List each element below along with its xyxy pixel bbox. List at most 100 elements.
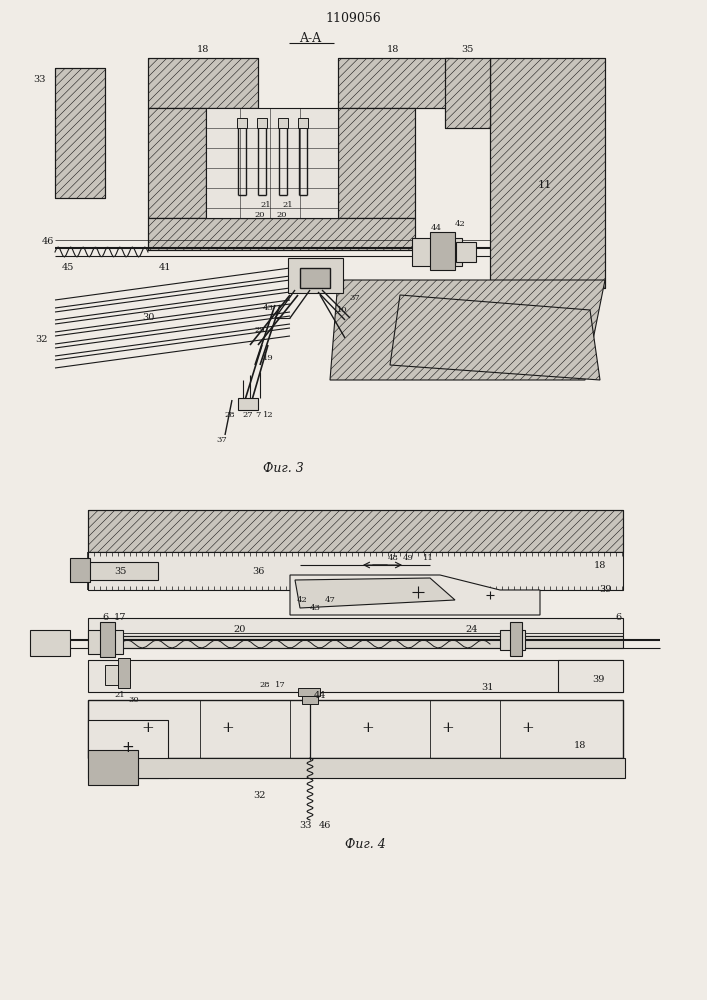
Bar (338, 108, 415, 218)
Text: 33: 33 (34, 76, 46, 85)
Text: 6: 6 (615, 613, 621, 622)
Text: 45: 45 (62, 263, 74, 272)
Bar (500, 630, 525, 650)
Text: Фиг. 3: Фиг. 3 (262, 462, 303, 475)
Bar (238, 398, 258, 410)
Bar (148, 58, 258, 108)
Bar (338, 108, 415, 218)
Bar (30, 630, 70, 656)
Text: 11: 11 (538, 180, 552, 190)
Text: +: + (221, 721, 235, 735)
Polygon shape (295, 578, 455, 608)
Text: 28: 28 (259, 681, 270, 689)
Bar (88, 552, 623, 590)
Polygon shape (290, 575, 540, 615)
Text: 43: 43 (262, 304, 274, 312)
Bar (88, 700, 623, 758)
Text: 42: 42 (455, 220, 465, 228)
Bar (88, 630, 123, 654)
Bar (412, 238, 462, 266)
Circle shape (408, 582, 428, 602)
Text: 18: 18 (594, 560, 606, 570)
Text: 30: 30 (142, 314, 154, 322)
Text: 47: 47 (325, 596, 335, 604)
Bar (55, 68, 105, 198)
Text: 31: 31 (481, 684, 494, 692)
Text: 37: 37 (350, 294, 361, 302)
Text: A-A: A-A (299, 31, 321, 44)
Bar (148, 218, 415, 250)
Bar (88, 510, 623, 552)
Bar (88, 636, 623, 648)
Text: 10: 10 (337, 306, 347, 314)
Bar (55, 68, 105, 198)
Text: 18: 18 (197, 45, 209, 54)
Text: 6: 6 (102, 613, 108, 622)
Bar (338, 58, 453, 108)
Text: 20: 20 (276, 211, 287, 219)
Bar (118, 658, 130, 688)
Bar (445, 58, 490, 128)
Text: 11: 11 (423, 554, 433, 562)
Bar (456, 242, 476, 262)
Text: +: + (442, 721, 455, 735)
Bar (278, 118, 288, 128)
Text: 7: 7 (255, 411, 261, 419)
Text: 44: 44 (431, 224, 441, 232)
Text: 48: 48 (387, 554, 399, 562)
Text: 21: 21 (115, 691, 125, 699)
Text: 28: 28 (225, 411, 235, 419)
Text: +: + (522, 721, 534, 735)
Text: 32: 32 (36, 336, 48, 344)
Bar (302, 696, 318, 704)
Bar (298, 688, 320, 696)
Text: 12: 12 (263, 411, 274, 419)
Text: 29: 29 (255, 326, 265, 334)
Text: 18: 18 (387, 45, 399, 54)
Bar (88, 510, 623, 552)
Bar (430, 232, 455, 270)
Text: 42: 42 (297, 596, 308, 604)
Text: 21: 21 (261, 201, 271, 209)
Bar (206, 108, 338, 218)
Bar (148, 58, 258, 108)
Bar (257, 118, 267, 128)
Text: 18: 18 (574, 740, 586, 750)
Text: 21: 21 (283, 201, 293, 209)
Bar (88, 720, 168, 778)
Text: 17: 17 (114, 613, 127, 622)
Text: 37: 37 (216, 436, 228, 444)
Text: 1109056: 1109056 (325, 11, 381, 24)
Text: 35: 35 (461, 45, 473, 54)
Bar (105, 665, 130, 685)
Bar (237, 118, 247, 128)
Text: 20: 20 (255, 211, 265, 219)
Text: 43: 43 (310, 604, 320, 612)
Bar (288, 258, 343, 293)
Text: 44: 44 (314, 690, 326, 700)
Text: 49: 49 (402, 554, 414, 562)
Bar (298, 118, 308, 128)
Text: Фиг. 4: Фиг. 4 (344, 838, 385, 852)
Bar (100, 758, 625, 778)
Bar (88, 618, 623, 636)
Bar (70, 558, 90, 582)
Text: 39: 39 (592, 676, 604, 684)
Bar (445, 58, 490, 128)
Polygon shape (390, 295, 600, 380)
Text: 36: 36 (252, 568, 264, 576)
Bar (100, 622, 115, 657)
Text: 20: 20 (234, 626, 246, 635)
Text: 19: 19 (262, 354, 274, 362)
Text: +: + (141, 721, 154, 735)
Bar (88, 660, 623, 692)
Bar (148, 218, 415, 250)
Text: 32: 32 (254, 790, 267, 800)
Bar (490, 58, 605, 288)
Bar (558, 660, 623, 692)
Bar (148, 108, 206, 218)
Text: +: + (361, 721, 375, 735)
Text: 35: 35 (114, 568, 126, 576)
Text: 39: 39 (599, 585, 611, 594)
Bar (300, 268, 330, 288)
